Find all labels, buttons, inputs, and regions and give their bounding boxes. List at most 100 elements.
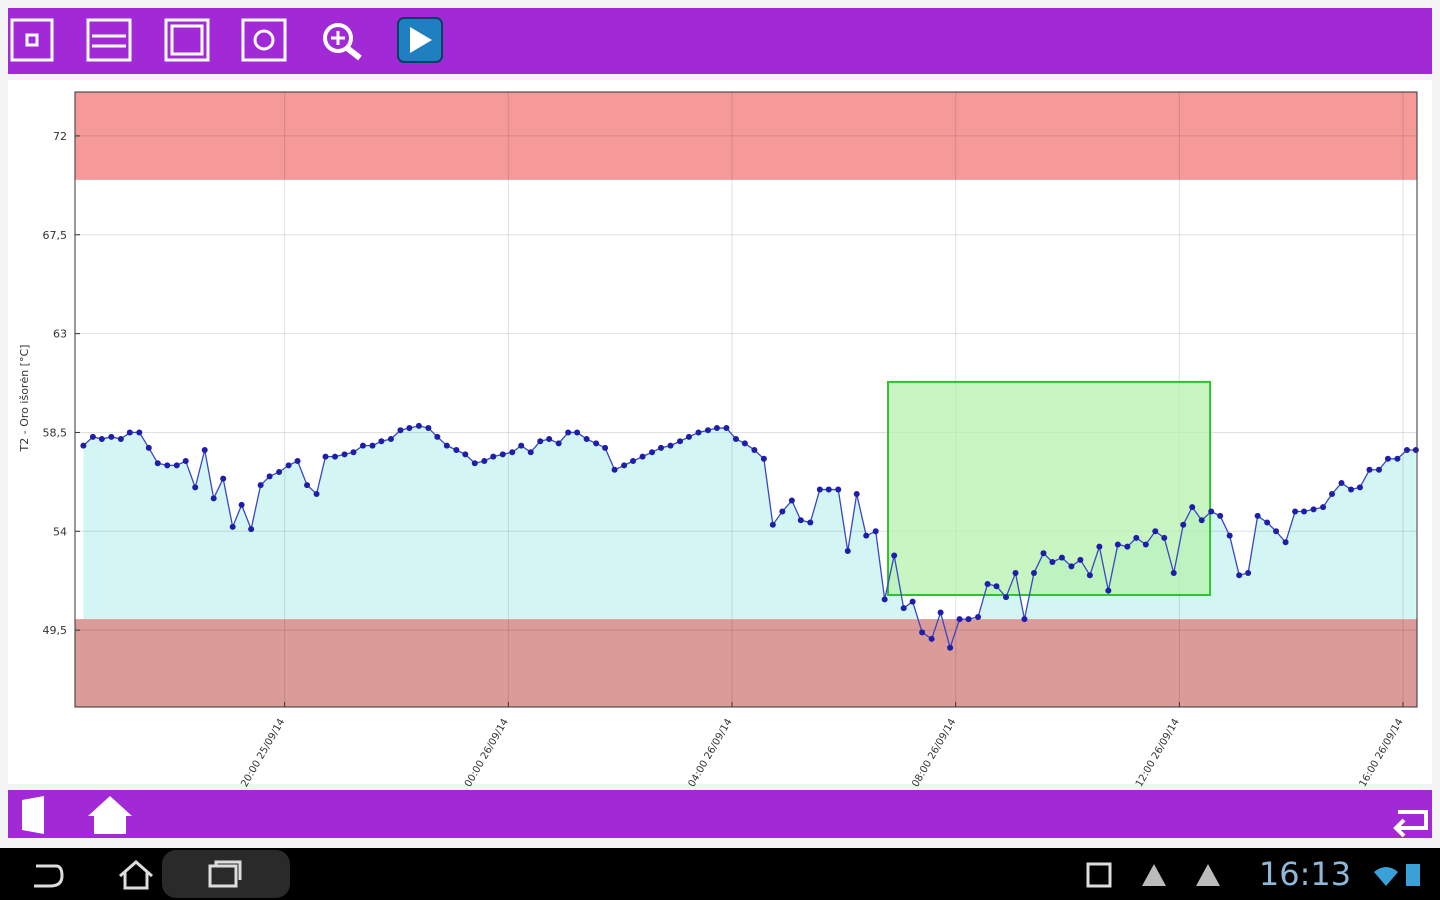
point xyxy=(1208,508,1215,515)
btn-back[interactable] xyxy=(1393,810,1428,838)
point xyxy=(117,436,124,443)
btn-play[interactable] xyxy=(397,17,443,63)
point xyxy=(741,440,748,447)
point xyxy=(1254,512,1261,519)
point xyxy=(406,425,413,432)
point xyxy=(816,486,823,493)
point xyxy=(881,596,888,603)
point xyxy=(1329,490,1336,497)
limit-band xyxy=(75,619,1417,707)
point xyxy=(1320,504,1327,511)
point xyxy=(332,453,339,460)
point xyxy=(900,605,907,612)
point xyxy=(844,548,851,555)
btn-frame[interactable] xyxy=(164,18,210,62)
point xyxy=(257,482,264,489)
point xyxy=(164,462,171,469)
point xyxy=(1264,519,1271,526)
point xyxy=(621,462,628,469)
y-tick-label: 63 xyxy=(53,328,67,341)
point xyxy=(732,436,739,443)
nav-home[interactable] xyxy=(119,860,153,890)
point xyxy=(1086,572,1093,579)
point xyxy=(677,438,684,445)
point xyxy=(807,519,814,526)
point xyxy=(667,442,674,449)
point xyxy=(369,442,376,449)
point xyxy=(1040,550,1047,557)
point xyxy=(993,583,1000,590)
point xyxy=(555,440,562,447)
y-tick-label: 54 xyxy=(53,525,67,538)
point xyxy=(145,444,152,451)
point xyxy=(611,466,618,473)
point xyxy=(1114,541,1121,548)
point xyxy=(276,468,283,475)
point xyxy=(415,422,422,429)
point xyxy=(518,442,525,449)
point xyxy=(294,458,301,464)
point xyxy=(1049,559,1056,566)
bottom-bar xyxy=(8,790,1432,838)
point xyxy=(956,616,963,623)
point xyxy=(1310,506,1317,513)
point xyxy=(1217,512,1224,519)
point xyxy=(965,616,972,623)
btn-home[interactable] xyxy=(88,796,132,834)
btn-door[interactable] xyxy=(22,796,44,834)
y-tick-label: 72 xyxy=(53,130,67,143)
point xyxy=(1245,570,1252,577)
point xyxy=(723,425,730,432)
point xyxy=(825,486,832,493)
y-tick-label: 58,5 xyxy=(43,426,68,439)
point xyxy=(713,425,720,432)
plot-frame xyxy=(74,91,1418,708)
icon-warning xyxy=(1142,864,1166,886)
point xyxy=(1133,534,1140,541)
point xyxy=(1096,543,1103,550)
point xyxy=(453,447,460,454)
point xyxy=(779,508,786,515)
point xyxy=(173,462,180,469)
point xyxy=(1301,508,1308,515)
icon-battery xyxy=(1406,864,1420,886)
point xyxy=(1003,594,1010,601)
point xyxy=(1198,517,1205,524)
point xyxy=(1226,532,1233,539)
btn-circle[interactable] xyxy=(241,18,287,62)
point xyxy=(285,462,292,469)
point xyxy=(984,581,991,587)
point xyxy=(481,458,488,464)
y-tick-label: 49,5 xyxy=(43,624,68,637)
icon-warning xyxy=(1196,864,1220,886)
point xyxy=(658,444,665,451)
point xyxy=(387,436,394,443)
point xyxy=(1152,528,1159,535)
nav-back[interactable] xyxy=(34,864,64,888)
point xyxy=(1282,539,1289,546)
btn-zoom[interactable] xyxy=(323,23,362,61)
point xyxy=(975,613,982,620)
btn-row[interactable] xyxy=(86,18,132,62)
point xyxy=(593,440,600,447)
nav-recent[interactable] xyxy=(208,860,242,888)
point xyxy=(313,490,320,497)
btn-point[interactable] xyxy=(10,18,54,62)
point xyxy=(1021,616,1028,623)
point xyxy=(434,433,441,440)
recent-highlight xyxy=(162,850,290,898)
point xyxy=(1068,563,1075,570)
point xyxy=(341,451,348,458)
point xyxy=(462,451,469,458)
point xyxy=(248,526,255,533)
point xyxy=(490,453,497,460)
point xyxy=(1338,479,1345,486)
point xyxy=(350,449,357,456)
point xyxy=(630,458,637,464)
point xyxy=(378,438,385,445)
point xyxy=(947,644,954,651)
clock: 16:13 xyxy=(1259,855,1351,893)
point xyxy=(499,451,506,458)
